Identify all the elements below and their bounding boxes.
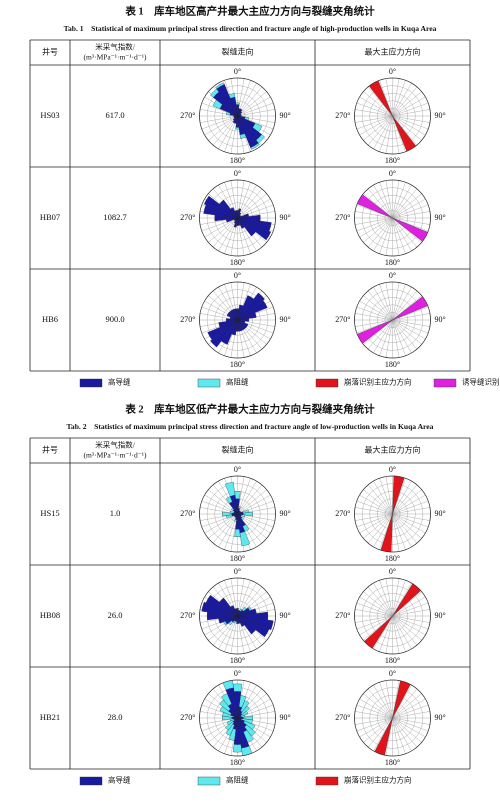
header-cell: (m³·MPa⁻¹·m⁻¹·d⁻¹) <box>84 451 147 460</box>
rose-label: 270° <box>335 315 350 324</box>
rose-label: 180° <box>230 656 245 665</box>
stress-wedge <box>393 584 421 616</box>
rose-label: 90° <box>435 611 446 620</box>
legend-swatch <box>80 379 102 387</box>
legend-label: 崩落识别主应力方向 <box>344 377 412 387</box>
header-cell: 井号 <box>42 46 58 56</box>
rose-label: 0° <box>389 169 396 178</box>
legend-swatch <box>316 379 338 387</box>
stress-wedge <box>393 218 428 241</box>
rose-label: 180° <box>385 360 400 369</box>
caption-en: Tab. 1 Statistical of maximum principal … <box>64 24 437 33</box>
well-name: HB6 <box>42 314 58 324</box>
rose-label: 90° <box>280 509 291 518</box>
legend-swatch <box>198 379 220 387</box>
stress-wedge <box>369 81 392 116</box>
header-cell: (m³·MPa⁻¹·m⁻¹·d⁻¹) <box>84 53 147 62</box>
rose-label: 180° <box>385 258 400 267</box>
legend-label: 高导缝 <box>108 775 131 785</box>
gas-index: 617.0 <box>105 110 124 120</box>
header-cell: 裂缝走向 <box>222 444 254 454</box>
rose-label: 270° <box>335 111 350 120</box>
well-name: HB08 <box>40 610 60 620</box>
rose-label: 180° <box>385 758 400 767</box>
rose-label: 90° <box>435 315 446 324</box>
rose-label: 270° <box>335 509 350 518</box>
rose-label: 0° <box>389 67 396 76</box>
gas-index: 1.0 <box>110 508 121 518</box>
rose-label: 0° <box>234 67 241 76</box>
stress-wedge <box>393 297 428 320</box>
legend-label: 诱导缝识别主应力方向 <box>462 377 500 387</box>
rose-label: 180° <box>385 554 400 563</box>
header-cell: 最大主应力方向 <box>365 46 421 56</box>
legend-swatch <box>434 379 456 387</box>
rose-label: 270° <box>335 713 350 722</box>
legend-swatch <box>316 777 338 785</box>
gas-index: 1082.7 <box>103 212 126 222</box>
rose-label: 90° <box>435 509 446 518</box>
rose-label: 0° <box>234 169 241 178</box>
rose-label: 180° <box>230 554 245 563</box>
rose-label: 180° <box>385 156 400 165</box>
header-cell: 米采气指数/ <box>95 440 135 450</box>
stress-wedge <box>357 195 392 218</box>
stress-wedge <box>393 116 416 151</box>
rose-label: 90° <box>280 713 291 722</box>
rose-label: 0° <box>234 669 241 678</box>
rose-label: 90° <box>435 111 446 120</box>
header-cell: 井号 <box>42 444 58 454</box>
caption-en: Tab. 2 Statistics of maximum principal s… <box>67 422 434 431</box>
rose-label: 180° <box>230 258 245 267</box>
rose-label: 0° <box>389 669 396 678</box>
rose-label: 90° <box>280 213 291 222</box>
rose-label: 0° <box>389 567 396 576</box>
gas-index: 900.0 <box>105 314 124 324</box>
rose-label: 180° <box>230 360 245 369</box>
rose-label: 180° <box>385 656 400 665</box>
rose-label: 0° <box>234 271 241 280</box>
rose-label: 90° <box>435 213 446 222</box>
well-name: HB07 <box>40 212 60 222</box>
rose-label: 0° <box>389 465 396 474</box>
rose-label: 270° <box>180 713 195 722</box>
well-name: HB21 <box>40 712 60 722</box>
rose-label: 0° <box>234 567 241 576</box>
rose-label: 0° <box>389 271 396 280</box>
legend-label: 高阻缝 <box>226 775 249 785</box>
legend-swatch <box>198 777 220 785</box>
rose-label: 270° <box>180 111 195 120</box>
rose-label: 270° <box>180 213 195 222</box>
well-name: HS03 <box>40 110 59 120</box>
caption-cn: 表 1 库车地区高产井最大主应力方向与裂缝夹角统计 <box>124 4 375 17</box>
legend-swatch <box>80 777 102 785</box>
legend-label: 高导缝 <box>108 377 131 387</box>
rose-label: 0° <box>234 465 241 474</box>
rose-label: 270° <box>335 213 350 222</box>
rose-label: 270° <box>335 611 350 620</box>
stress-wedge <box>357 320 392 343</box>
rose-label: 180° <box>230 156 245 165</box>
well-name: HS15 <box>40 508 59 518</box>
rose-label: 180° <box>230 758 245 767</box>
legend-label: 崩落识别主应力方向 <box>344 775 412 785</box>
gas-index: 26.0 <box>108 610 123 620</box>
rose-label: 270° <box>180 509 195 518</box>
header-cell: 米采气指数/ <box>95 42 135 52</box>
gas-index: 28.0 <box>108 712 123 722</box>
header-cell: 裂缝走向 <box>222 46 254 56</box>
legend-label: 高阻缝 <box>226 377 249 387</box>
caption-cn: 表 2 库车地区低产井最大主应力方向与裂缝夹角统计 <box>124 402 375 415</box>
header-cell: 最大主应力方向 <box>365 444 421 454</box>
rose-label: 270° <box>180 611 195 620</box>
rose-label: 90° <box>280 315 291 324</box>
rose-label: 90° <box>435 713 446 722</box>
rose-label: 90° <box>280 611 291 620</box>
stress-wedge <box>364 616 392 648</box>
rose-label: 90° <box>280 111 291 120</box>
rose-label: 270° <box>180 315 195 324</box>
